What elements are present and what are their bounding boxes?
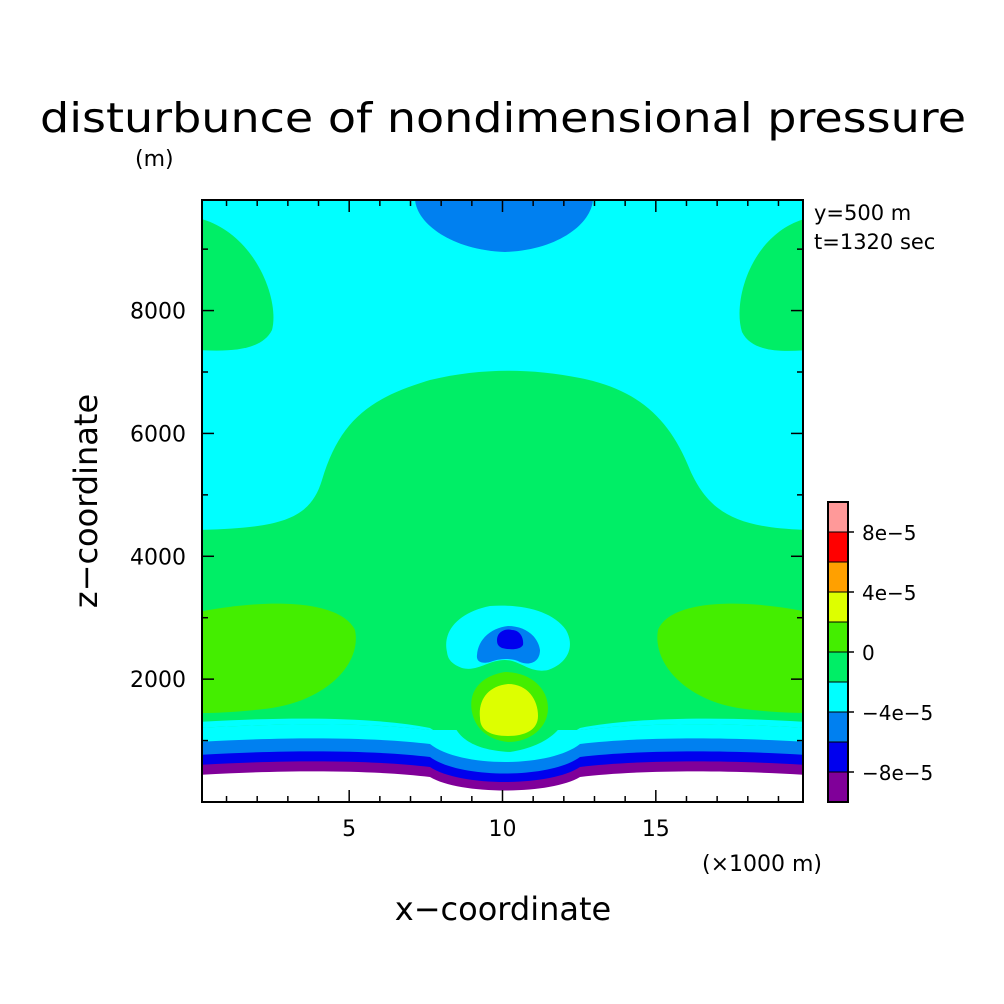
colorbar-swatch	[827, 711, 849, 743]
x-axis-label: x−coordinate	[395, 890, 611, 928]
contour-left-side-lobe	[202, 603, 356, 713]
colorbar-tick-label: −8e−5	[862, 761, 933, 785]
contour-right-upper-lobe	[739, 219, 803, 351]
colorbar-tick-label: 0	[862, 641, 875, 665]
plot-area	[202, 200, 803, 802]
below-topography	[202, 771, 803, 802]
contour-top-negative	[415, 200, 593, 252]
contour-center-core	[479, 684, 538, 736]
contour-center-negative-core	[497, 629, 524, 650]
x-tick-label: 10	[489, 817, 517, 842]
y-tick-label: 4000	[130, 545, 186, 570]
colorbar-swatch	[827, 531, 849, 563]
y-tick-label: 8000	[130, 300, 186, 325]
units-label: (m)	[135, 147, 174, 172]
time-annotation: t=1320 sec	[814, 230, 935, 254]
colorbar-swatch	[827, 681, 849, 713]
contour-left-upper-lobe	[202, 219, 274, 351]
colorbar-swatch	[827, 501, 849, 533]
chart-title: disturbunce of nondimensional pressure	[40, 94, 966, 142]
colorbar-tick-label: −4e−5	[862, 701, 933, 725]
y-tick-label: 6000	[130, 422, 186, 447]
contour-right-side-lobe	[657, 603, 803, 713]
x-tick-label: 15	[642, 817, 670, 842]
colorbar-tick-label: 4e−5	[862, 581, 917, 605]
colorbar-swatch	[827, 621, 849, 653]
contour-fills	[202, 200, 803, 802]
colorbar-swatch	[827, 771, 849, 803]
x-unit-label: (×1000 m)	[702, 852, 822, 877]
colorbar: 8e−5 4e−5 0 −4e−5 −8e−5	[827, 501, 933, 803]
y-axis-label: z−coordinate	[67, 394, 105, 608]
axes: 5 10 15 2000 4000 6000 8000	[130, 199, 804, 842]
colorbar-swatch	[827, 741, 849, 773]
colorbar-swatch	[827, 651, 849, 683]
x-tick-label: 5	[342, 817, 356, 842]
colorbar-swatch	[827, 591, 849, 623]
colorbar-tick-label: 8e−5	[862, 521, 917, 545]
y-tick-label: 2000	[130, 668, 186, 693]
y-position-annotation: y=500 m	[814, 201, 911, 225]
colorbar-swatch	[827, 561, 849, 593]
